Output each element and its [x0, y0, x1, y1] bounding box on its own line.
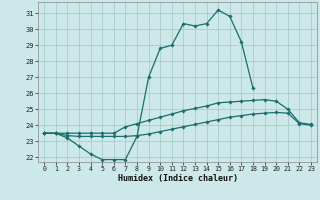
- X-axis label: Humidex (Indice chaleur): Humidex (Indice chaleur): [118, 174, 238, 183]
